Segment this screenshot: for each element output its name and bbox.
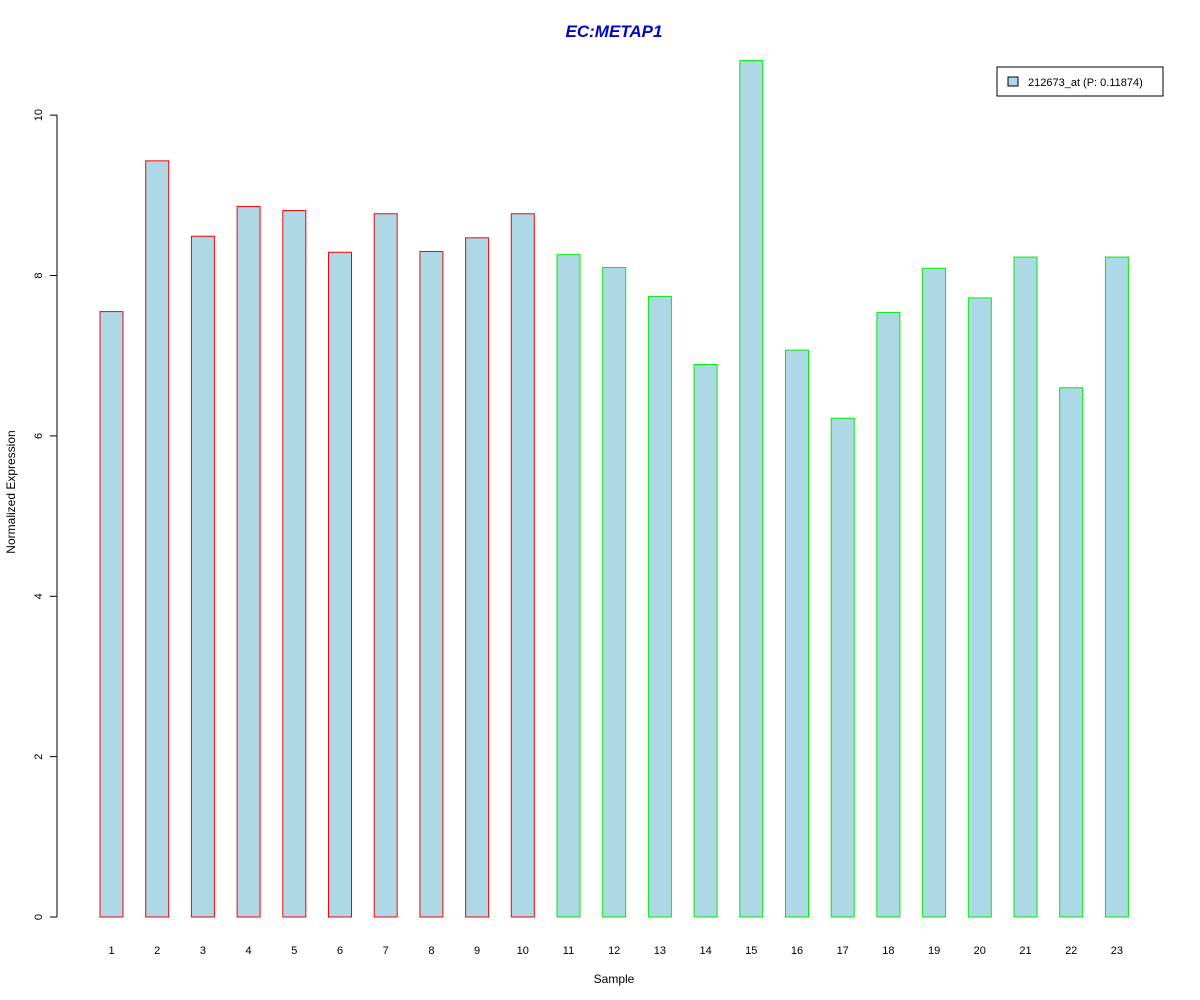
bar-sample-21 xyxy=(1013,256,1038,918)
x-tick-label: 10 xyxy=(517,945,529,957)
bar-sample-3 xyxy=(190,235,215,918)
x-tick-label: 18 xyxy=(882,945,894,957)
bar-sample-15 xyxy=(739,60,764,918)
x-tick-label: 11 xyxy=(563,945,574,957)
y-tick-label: 10 xyxy=(33,109,45,121)
bar-sample-4 xyxy=(236,206,261,918)
x-tick-label: 2 xyxy=(154,945,160,957)
x-tick-label: 20 xyxy=(974,945,986,957)
y-tick-label: 0 xyxy=(33,914,45,920)
bar-sample-1 xyxy=(99,311,124,918)
y-axis-label: Normalized Expression xyxy=(4,430,18,553)
x-tick-label: 17 xyxy=(837,945,849,957)
x-tick-label: 1 xyxy=(108,945,114,957)
bar-sample-23 xyxy=(1104,256,1129,918)
bar-sample-14 xyxy=(693,364,718,918)
bar-sample-9 xyxy=(465,237,490,918)
x-tick-label: 6 xyxy=(337,945,343,957)
x-tick-label: 7 xyxy=(383,945,389,957)
y-tick-label: 6 xyxy=(33,433,45,439)
bar-sample-13 xyxy=(647,295,672,918)
bar-sample-18 xyxy=(876,311,901,918)
x-tick-label: 8 xyxy=(428,945,434,957)
bar-sample-11 xyxy=(556,254,581,918)
bar-sample-5 xyxy=(282,210,307,918)
legend: 212673_at (P: 0.11874) xyxy=(996,66,1164,97)
y-tick-label: 2 xyxy=(33,754,45,760)
x-tick-label: 5 xyxy=(291,945,297,957)
bar-sample-16 xyxy=(785,349,809,918)
x-tick-label: 9 xyxy=(474,945,480,957)
x-tick-label: 4 xyxy=(246,945,252,957)
y-axis: 0 2 4 6 8 10 xyxy=(33,109,58,920)
x-tick-label: 23 xyxy=(1111,945,1123,957)
bar-sample-17 xyxy=(830,417,855,918)
bar-sample-2 xyxy=(145,160,170,918)
x-tick-label: 14 xyxy=(699,945,711,957)
bars xyxy=(99,60,1129,918)
bar-sample-10 xyxy=(510,213,535,918)
legend-entry: 212673_at (P: 0.11874) xyxy=(1028,77,1143,89)
y-tick-label: 4 xyxy=(33,593,45,599)
bar-sample-19 xyxy=(922,267,947,918)
legend-box xyxy=(996,66,1164,97)
bar-sample-12 xyxy=(602,266,627,918)
x-tick-label: 22 xyxy=(1065,945,1077,957)
x-axis-label: Sample xyxy=(594,972,635,986)
x-tick-label: 12 xyxy=(608,945,620,957)
bar-sample-6 xyxy=(328,251,352,918)
x-tick-label: 19 xyxy=(928,945,940,957)
bar-sample-8 xyxy=(419,250,444,918)
x-tick-label: 16 xyxy=(791,945,803,957)
y-tick-label: 8 xyxy=(33,272,45,278)
x-tick-label: 21 xyxy=(1019,945,1031,957)
bar-sample-7 xyxy=(373,213,398,918)
bar-sample-22 xyxy=(1059,387,1084,918)
chart-title: EC:METAP1 xyxy=(566,22,663,41)
bar-sample-20 xyxy=(967,297,992,918)
x-tick-label: 13 xyxy=(654,945,666,957)
x-tick-label: 15 xyxy=(745,945,757,957)
legend-swatch xyxy=(1007,76,1019,87)
x-tick-label: 3 xyxy=(200,945,206,957)
x-tick-labels: 1 2 3 4 5 6 7 8 9 10 11 12 13 14 15 16 17 18 19 20 21 22 23 xyxy=(108,945,1123,957)
